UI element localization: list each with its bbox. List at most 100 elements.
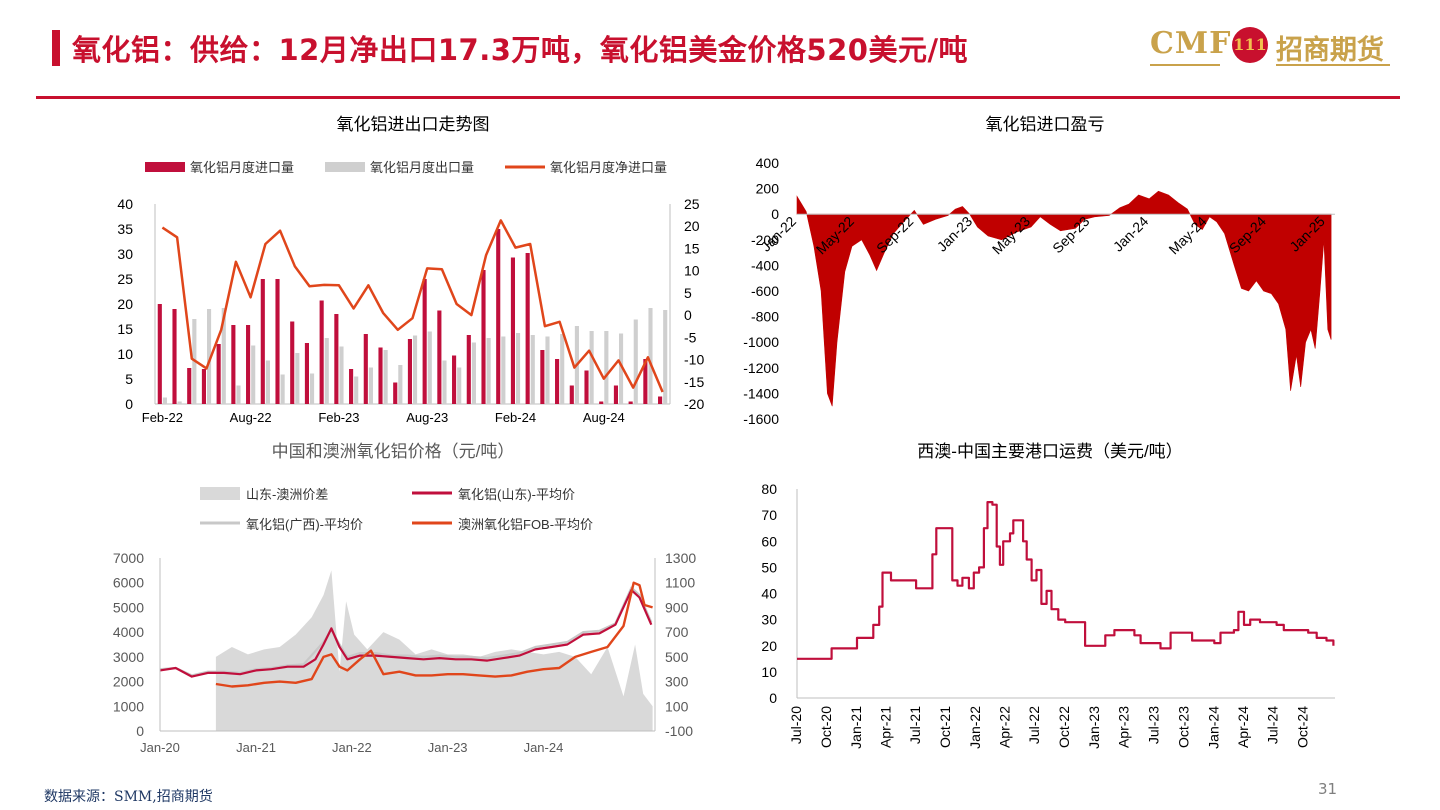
y-tick-import-profit: -600 bbox=[751, 283, 779, 299]
y-tick-freight: 40 bbox=[761, 586, 777, 602]
bar-import bbox=[481, 270, 486, 404]
bar-import bbox=[452, 355, 457, 404]
x-tick-prices: Jan-21 bbox=[236, 740, 276, 755]
header-divider bbox=[36, 96, 1400, 99]
y-tick-left-prices: 4000 bbox=[113, 624, 144, 640]
logo-text: CMF bbox=[1150, 26, 1232, 61]
bar-import bbox=[260, 279, 265, 404]
y-tick-left-prices: 1000 bbox=[113, 698, 144, 714]
x-tick-import-profit: May-24 bbox=[1165, 213, 1209, 257]
axes-freight: 0 10 20 30 40 50 60 70 80 Jul-20 Oct-20 Jan-21 Apr-2… bbox=[761, 481, 1335, 749]
legend-label-guangxi: 氧化铝(广西)-平均价 bbox=[246, 517, 363, 532]
bar-import bbox=[187, 368, 192, 404]
y-tick-right-prices: 100 bbox=[665, 698, 689, 714]
bar-export bbox=[648, 308, 653, 404]
y-tick-import-profit: -400 bbox=[751, 257, 779, 273]
x-tick-freight: Jan-24 bbox=[1205, 706, 1221, 749]
logo-underline bbox=[1150, 64, 1220, 66]
legend-label-export: 氧化铝月度出口量 bbox=[370, 160, 474, 175]
y-tick-import-profit: -800 bbox=[751, 309, 779, 325]
bar-export bbox=[368, 367, 373, 404]
axes-prices: 0 1000 2000 3000 4000 5000 6000 7000 -100 100 300 5… bbox=[113, 550, 697, 755]
y-tick-left-trade: 25 bbox=[117, 271, 133, 287]
x-tick-trade: Aug-23 bbox=[406, 410, 448, 425]
y-tick-freight: 30 bbox=[761, 612, 777, 628]
x-tick-freight: Jul-20 bbox=[788, 706, 804, 744]
bar-export bbox=[442, 360, 447, 404]
y-tick-left-trade: 10 bbox=[117, 346, 133, 362]
x-tick-trade: Aug-22 bbox=[230, 410, 272, 425]
legend-swatch-spread bbox=[200, 487, 240, 500]
bar-export bbox=[560, 334, 565, 404]
x-tick-trade: Feb-24 bbox=[495, 410, 536, 425]
y-tick-right-prices: 900 bbox=[665, 599, 689, 615]
bar-export bbox=[354, 376, 359, 404]
bar-import bbox=[599, 401, 604, 404]
y-tick-import-profit: -1000 bbox=[743, 334, 779, 350]
area-prices-spread bbox=[215, 570, 653, 731]
y-tick-right-trade: -5 bbox=[684, 329, 697, 345]
y-tick-freight: 70 bbox=[761, 507, 777, 523]
bar-export bbox=[162, 397, 167, 404]
series-spread bbox=[215, 570, 653, 731]
x-tick-freight: Oct-22 bbox=[1056, 706, 1072, 748]
lines-prices bbox=[159, 581, 653, 688]
y-tick-import-profit: -1400 bbox=[743, 385, 779, 401]
x-tick-freight: Oct-21 bbox=[937, 706, 953, 748]
x-tick-freight: Jul-24 bbox=[1265, 706, 1281, 744]
bar-import bbox=[422, 279, 427, 404]
chart-title-freight: 西澳-中国主要港口运费（美元/吨） bbox=[917, 442, 1182, 461]
bar-import bbox=[540, 350, 545, 404]
bar-export bbox=[177, 401, 182, 404]
bar-export bbox=[604, 331, 609, 404]
y-tick-left-trade: 20 bbox=[117, 296, 133, 312]
bar-export bbox=[339, 346, 344, 404]
x-tick-prices: Jan-20 bbox=[140, 740, 180, 755]
bar-import bbox=[172, 309, 177, 404]
x-tick-freight: Apr-22 bbox=[996, 706, 1012, 748]
bar-export bbox=[324, 338, 329, 404]
x-tick-freight: Jul-22 bbox=[1026, 706, 1042, 744]
bar-import bbox=[658, 396, 663, 404]
bar-import bbox=[304, 343, 309, 404]
bar-import bbox=[584, 370, 589, 404]
x-tick-prices: Jan-23 bbox=[428, 740, 468, 755]
bar-import bbox=[275, 279, 280, 404]
line-trade-net bbox=[161, 219, 664, 393]
y-tick-right-trade: 0 bbox=[684, 307, 692, 323]
bar-export bbox=[545, 336, 550, 404]
logo-chinese-name: 招商期货 bbox=[1276, 35, 1384, 66]
bar-import bbox=[510, 257, 515, 404]
y-tick-import-profit: 400 bbox=[756, 155, 780, 171]
legend-label-net: 氧化铝月度净进口量 bbox=[550, 160, 667, 175]
bar-export bbox=[295, 353, 300, 404]
x-tick-freight: Jan-23 bbox=[1086, 706, 1102, 749]
bar-import bbox=[319, 300, 324, 404]
chart-title-trade: 氧化铝进出口走势图 bbox=[337, 115, 490, 134]
y-tick-left-prices: 0 bbox=[136, 723, 144, 739]
y-tick-right-trade: -15 bbox=[684, 374, 704, 390]
y-tick-right-trade: 15 bbox=[684, 240, 700, 256]
y-tick-left-prices: 5000 bbox=[113, 599, 144, 615]
area-import-profit bbox=[796, 190, 1332, 407]
bar-import bbox=[290, 321, 295, 404]
y-tick-right-trade: 5 bbox=[684, 285, 692, 301]
x-tick-freight: Jan-21 bbox=[848, 706, 864, 749]
y-tick-right-trade: 10 bbox=[684, 263, 700, 279]
y-tick-left-trade: 30 bbox=[117, 246, 133, 262]
chart-trade: 氧化铝进出口走势图 氧化铝月度进口量 氧化铝月度出口量 氧化铝月度净进口量 0 5 10… bbox=[117, 115, 704, 425]
bar-export bbox=[619, 333, 624, 404]
bar-export bbox=[280, 374, 285, 404]
bar-export bbox=[516, 333, 521, 404]
legend-label-shandong: 氧化铝(山东)-平均价 bbox=[458, 487, 575, 502]
y-tick-import-profit: 0 bbox=[771, 206, 779, 222]
logo-badge-icon: 111 bbox=[1232, 27, 1268, 63]
bar-import bbox=[613, 385, 618, 404]
x-tick-freight: Oct-20 bbox=[818, 706, 834, 748]
chart-prices: 中国和澳洲氧化铝价格（元/吨） 山东-澳洲价差 氧化铝(山东)-平均价氧化铝(广西… bbox=[113, 442, 697, 755]
bar-export bbox=[207, 309, 212, 404]
bar-export bbox=[471, 342, 476, 404]
x-tick-prices: Jan-22 bbox=[332, 740, 372, 755]
y-tick-left-trade: 5 bbox=[125, 371, 133, 387]
